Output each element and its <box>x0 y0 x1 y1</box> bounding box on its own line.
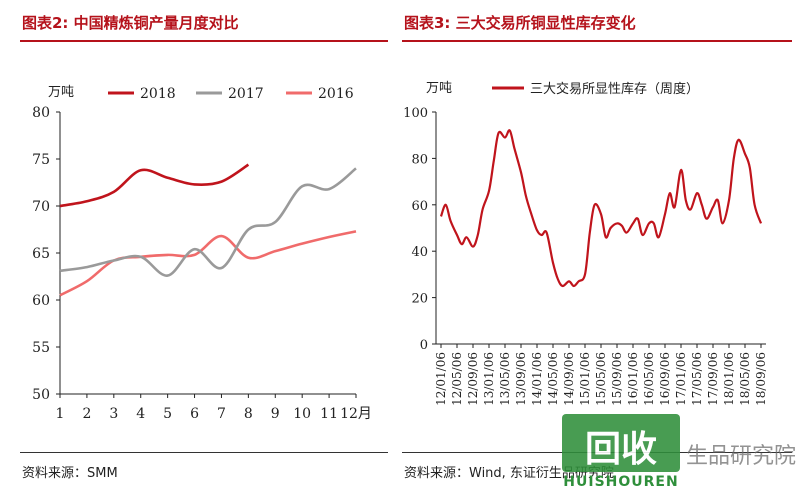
x-tick-label: 7 <box>217 406 226 422</box>
x-tick-label: 17/05/06 <box>690 352 704 406</box>
x-tick-label: 15/05/06 <box>594 352 608 406</box>
x-tick-label: 8 <box>244 406 253 422</box>
x-tick-label: 12/09/06 <box>466 352 480 406</box>
x-tick-label: 5 <box>163 406 172 422</box>
legend-label: 2016 <box>318 86 354 102</box>
x-tick-label: 12月 <box>340 406 372 422</box>
series-line-2018 <box>59 163 250 208</box>
legend-label: 2017 <box>228 86 264 102</box>
x-tick-label: 15/01/06 <box>578 352 592 406</box>
figure-inventory-change: 图表3: 三大交易所铜显性库存变化 0 20 40 60 80 100 12/01/06 12… <box>396 0 800 500</box>
title-divider <box>402 40 792 42</box>
y-tick-label: 40 <box>411 245 428 260</box>
y-tick-label: 55 <box>32 340 50 356</box>
x-tick-label: 9 <box>271 406 280 422</box>
x-tick-label: 13/01/06 <box>482 352 496 406</box>
y-tick-label: 80 <box>32 105 50 121</box>
y-tick-label: 0 <box>420 338 428 353</box>
figure-title: 图表3: 三大交易所铜显性库存变化 <box>404 14 636 32</box>
figure-title: 图表2: 中国精炼铜产量月度对比 <box>22 14 239 32</box>
x-tick-label: 14/09/06 <box>562 352 576 406</box>
y-tick-label: 50 <box>32 387 50 403</box>
y-tick-label: 80 <box>411 152 428 167</box>
x-tick-label: 3 <box>109 406 118 422</box>
x-tick-label: 4 <box>136 406 145 422</box>
source-note: 资料来源：Wind, 东证衍生品研究院 <box>404 466 614 481</box>
x-tick-label: 12/05/06 <box>450 352 464 406</box>
y-tick-label: 70 <box>32 199 50 215</box>
watermark-logo-text: 回收 <box>584 429 657 470</box>
y-tick-label: 100 <box>403 106 428 121</box>
x-tick-label: 15/09/06 <box>610 352 624 406</box>
x-tick-label: 14/05/06 <box>546 352 560 406</box>
x-tick-label: 11 <box>320 406 338 422</box>
legend-label: 2018 <box>140 86 176 102</box>
x-tick-label: 18/09/06 <box>754 352 768 406</box>
watermark-logo: 回收 <box>562 414 680 472</box>
x-tick-label: 1 <box>56 406 65 422</box>
legend-label: 三大交易所显性库存（周度） <box>530 81 699 97</box>
title-divider <box>20 40 388 42</box>
unit-label: 万吨 <box>48 85 74 100</box>
x-tick-label: 12/01/06 <box>434 352 448 406</box>
x-tick-label: 6 <box>190 406 199 422</box>
x-tick-label: 14/01/06 <box>530 352 544 406</box>
series-line-inventory <box>439 129 763 288</box>
x-tick-label: 17/01/06 <box>674 352 688 406</box>
x-tick-label: 16/05/06 <box>642 352 656 406</box>
x-tick-label: 2 <box>82 406 91 422</box>
x-tick-label: 18/01/06 <box>722 352 736 406</box>
unit-label: 万吨 <box>426 81 452 96</box>
x-tick-label: 10 <box>293 406 311 422</box>
x-tick-label: 16/01/06 <box>626 352 640 406</box>
production-line-chart: 50 55 60 65 70 75 80 1 2 3 4 5 6 7 8 9 10 11 12月 万吨 2018 2017… <box>32 85 372 422</box>
y-tick-label: 65 <box>32 246 50 262</box>
watermark: 回收 HUISHOUREN 生品研究院 <box>562 414 796 494</box>
watermark-sub-text: HUISHOUREN <box>563 474 679 490</box>
x-tick-label: 18/05/06 <box>738 352 752 406</box>
footer-divider <box>20 452 388 453</box>
y-tick-label: 60 <box>411 199 428 214</box>
watermark-right-text: 生品研究院 <box>686 444 797 469</box>
x-tick-label: 16/09/06 <box>658 352 672 406</box>
y-tick-label: 75 <box>32 152 50 168</box>
figure-production-comparison: 图表2: 中国精炼铜产量月度对比 50 55 60 65 70 75 80 1 2 3 4 5 6 7 8 9… <box>0 0 388 500</box>
x-tick-label: 13/05/06 <box>498 352 512 406</box>
source-note: 资料来源：SMM <box>22 466 118 481</box>
x-tick-label: 17/09/06 <box>706 352 720 406</box>
series-line-2017 <box>59 167 357 277</box>
x-tick-label: 13/09/06 <box>514 352 528 406</box>
y-tick-label: 60 <box>32 293 50 309</box>
y-tick-label: 20 <box>411 292 428 307</box>
